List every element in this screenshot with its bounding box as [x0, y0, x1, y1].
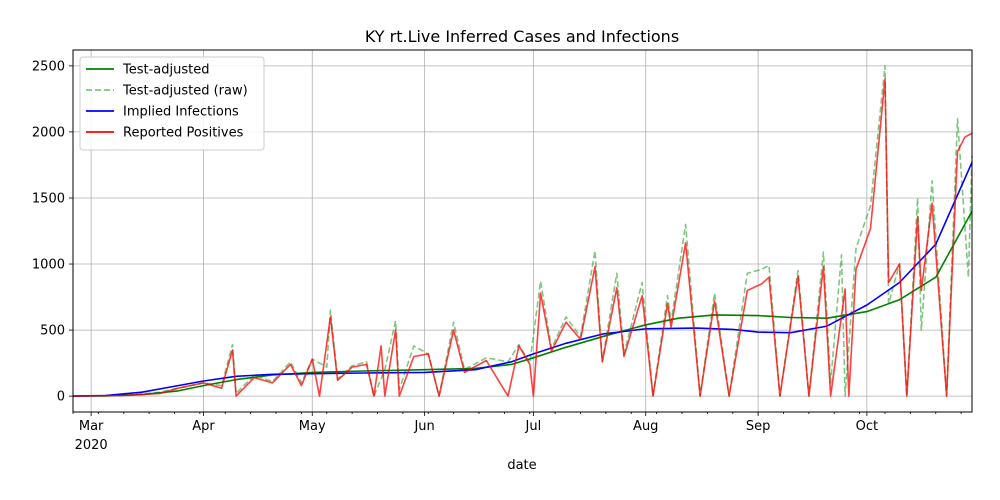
x-tick-label: May — [299, 419, 326, 434]
legend: Test-adjusted Test-adjusted (raw) Implied … — [79, 56, 265, 151]
y-tick-label: 2000 — [32, 125, 65, 140]
x-tick-label: Oct — [856, 419, 878, 434]
x-tick-label: Jul — [525, 419, 542, 434]
legend-label: Test-adjusted (raw) — [122, 84, 248, 99]
series-line-test-adjusted-raw — [72, 65, 973, 397]
y-tick-label: 1000 — [32, 258, 65, 273]
x-axis: Mar 2020 Apr May Jun Jul Aug Sep Oct — [72, 412, 962, 453]
y-tick-label: 1500 — [32, 191, 65, 206]
chart-title: KY rt.Live Inferred Cases and Infections — [365, 27, 679, 46]
series-line-reported-positives — [72, 78, 973, 397]
y-axis: 0 500 1000 1500 2000 2500 — [32, 59, 73, 405]
x-tick-label: Sep — [746, 419, 771, 434]
plot-frame — [72, 49, 973, 413]
legend-label: Implied Infections — [123, 105, 239, 120]
x-tick-label: Mar — [79, 419, 104, 434]
legend-label: Test-adjusted — [122, 63, 209, 78]
y-tick-label: 2500 — [32, 59, 65, 74]
y-tick-label: 500 — [40, 324, 65, 339]
legend-box — [79, 56, 265, 151]
x-axis-label: date — [507, 458, 536, 473]
series-layer — [72, 65, 973, 397]
legend-label: Reported Positives — [123, 126, 244, 141]
x-tick-label: Jun — [413, 419, 434, 434]
x-tick-label: Aug — [633, 419, 658, 434]
x-tick-sublabel: 2020 — [75, 438, 108, 453]
x-tick-label: Apr — [192, 419, 215, 434]
y-tick-label: 0 — [57, 390, 65, 405]
